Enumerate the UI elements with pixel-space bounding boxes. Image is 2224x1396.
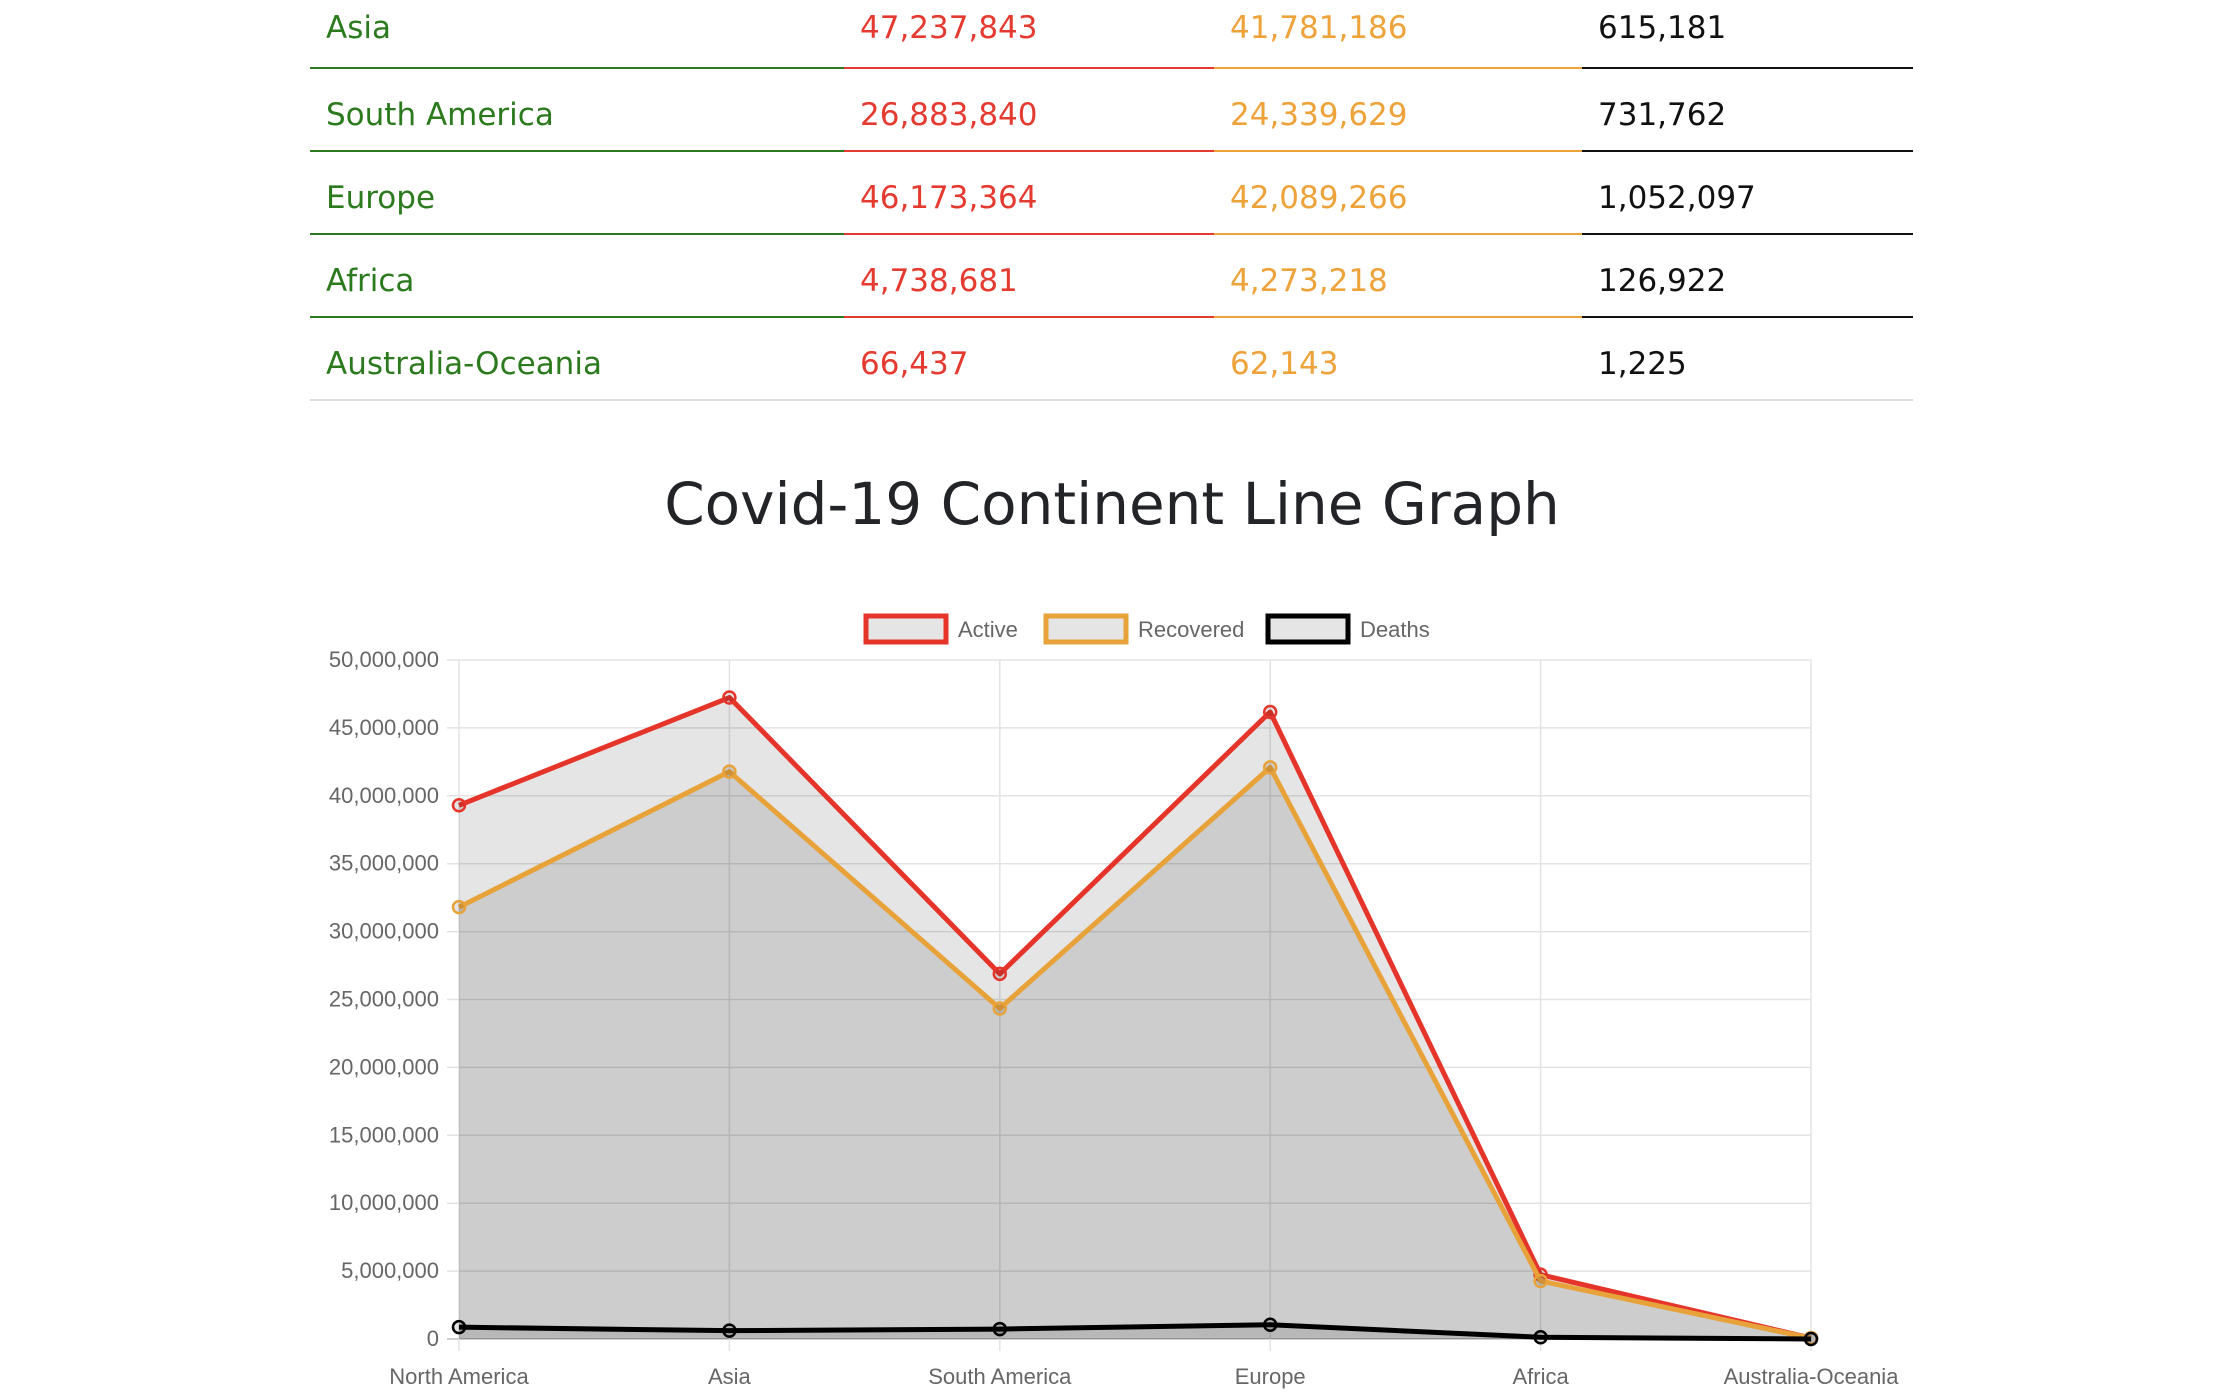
- data-point: [992, 966, 1008, 982]
- recovered-count: 42,089,266: [1214, 154, 1582, 235]
- series-line-recovered: [457, 764, 1812, 1341]
- active-count: 66,437: [844, 320, 1214, 401]
- legend-label: Recovered: [1138, 617, 1244, 642]
- y-tick-label: 20,000,000: [329, 1054, 439, 1079]
- data-point: [1533, 1330, 1548, 1345]
- y-tick-label: 25,000,000: [329, 987, 439, 1012]
- deaths-count: 1,052,097: [1582, 154, 1913, 235]
- data-point: [722, 764, 737, 779]
- recovered-count: 41,781,186: [1214, 0, 1582, 69]
- data-point: [1803, 1331, 1819, 1347]
- active-count: 46,173,364: [844, 154, 1214, 235]
- series-line-deaths: [458, 1322, 1812, 1342]
- deaths-count: 615,181: [1582, 0, 1913, 69]
- deaths-count: 1,225: [1582, 320, 1913, 401]
- continent-name: Europe: [310, 154, 844, 235]
- data-point: [451, 798, 467, 813]
- continent-name: Australia-Oceania: [310, 320, 844, 401]
- legend-label: Deaths: [1360, 617, 1430, 642]
- table-row: Europe 46,173,364 42,089,266 1,052,097: [310, 154, 1913, 237]
- chart-title: Covid-19 Continent Line Graph: [664, 470, 1560, 538]
- active-count: 4,738,681: [844, 237, 1214, 318]
- data-point: [722, 690, 737, 705]
- table-row: Asia 47,237,843 41,781,186 615,181: [310, 0, 1913, 83]
- table-row: Africa 4,738,681 4,273,218 126,922: [310, 237, 1913, 320]
- series-area-active: [459, 697, 1811, 1339]
- recovered-count: 4,273,218: [1214, 237, 1582, 318]
- data-point: [1262, 1317, 1278, 1332]
- recovered-count: 24,339,629: [1214, 71, 1582, 152]
- legend-swatch-deaths: [1265, 613, 1351, 645]
- y-tick-label: 40,000,000: [329, 783, 439, 808]
- active-count: 47,237,843: [844, 0, 1214, 69]
- data-point: [451, 1319, 467, 1335]
- active-count: 26,883,840: [844, 71, 1214, 152]
- x-tick-label: South America: [928, 1364, 1072, 1389]
- continent-name: Asia: [310, 0, 844, 69]
- recovered-count: 62,143: [1214, 320, 1582, 401]
- y-tick-label: 10,000,000: [329, 1190, 439, 1215]
- legend-label: Active: [958, 617, 1018, 642]
- legend-swatch-recovered: [1043, 613, 1129, 645]
- data-point: [1262, 704, 1278, 720]
- deaths-count: 731,762: [1582, 71, 1913, 152]
- y-tick-label: 50,000,000: [329, 647, 439, 672]
- series-area-recovered: [459, 767, 1811, 1339]
- continent-name: Africa: [310, 237, 844, 318]
- continent-name: South America: [310, 71, 844, 152]
- x-tick-label: Australia-Oceania: [1724, 1364, 1900, 1389]
- y-tick-label: 45,000,000: [329, 715, 439, 740]
- x-tick-label: Africa: [1512, 1364, 1569, 1389]
- continent-table: Asia 47,237,843 41,781,186 615,181 South…: [310, 0, 1913, 415]
- data-point: [992, 1321, 1008, 1337]
- data-point: [451, 899, 467, 915]
- x-tick-label: Europe: [1235, 1364, 1306, 1389]
- series-line-active: [458, 695, 1812, 1341]
- deaths-count: 126,922: [1582, 237, 1913, 318]
- y-tick-label: 15,000,000: [329, 1122, 439, 1147]
- table-row: South America 26,883,840 24,339,629 731,…: [310, 71, 1913, 154]
- data-point: [1262, 760, 1278, 775]
- data-point: [1533, 1273, 1548, 1289]
- x-tick-label: North America: [389, 1364, 529, 1389]
- y-tick-label: 0: [427, 1326, 439, 1351]
- table-row: Australia-Oceania 66,437 62,143 1,225: [310, 320, 1913, 403]
- data-point: [722, 1323, 737, 1338]
- x-tick-label: Asia: [708, 1364, 752, 1389]
- y-tick-label: 35,000,000: [329, 851, 439, 876]
- legend-swatch-active: [863, 613, 949, 645]
- data-point: [992, 1001, 1008, 1016]
- y-tick-label: 5,000,000: [341, 1258, 439, 1283]
- y-tick-label: 30,000,000: [329, 919, 439, 944]
